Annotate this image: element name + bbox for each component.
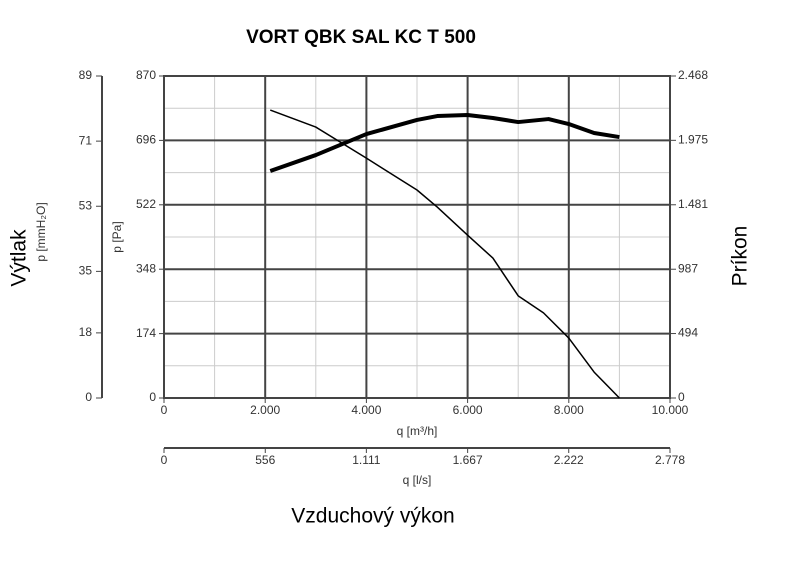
curve	[269, 113, 620, 173]
y-tick-label: 348	[136, 261, 156, 275]
chart-title: VORT QBK SAL KC T 500	[246, 27, 476, 48]
y-tick-label: 522	[136, 197, 156, 211]
x2-tick-label: 556	[255, 453, 275, 467]
x-tick-label: 0	[161, 403, 168, 417]
x2-tick-label: 1.111	[352, 453, 381, 467]
x-tick-label: 8.000	[554, 403, 584, 417]
x2-tick-label: 0	[161, 453, 168, 467]
y2-tick-label: 987	[678, 261, 698, 275]
y2-tick-label: 2.468	[678, 68, 708, 82]
x-tick-label: 2.000	[250, 403, 280, 417]
y2-tick-label: 1.975	[678, 132, 708, 146]
x2-tick-label: 1.667	[453, 453, 483, 467]
y-tick-label: 0	[149, 390, 156, 404]
plot-frame	[163, 75, 671, 399]
curve	[269, 109, 620, 399]
y2-tick-label: 494	[678, 326, 698, 340]
y3-tick-label: 18	[79, 325, 93, 339]
y-tick-label: 174	[136, 326, 156, 340]
x-tick-label: 6.000	[453, 403, 483, 417]
y2-tick-label: 0	[678, 390, 685, 404]
y3-tick-label: 71	[79, 133, 93, 147]
x-tick-label: 4.000	[351, 403, 381, 417]
y-caption: Výtlak	[8, 229, 31, 287]
y2-tick-label: 1.481	[678, 197, 708, 211]
y-tick-label: 870	[136, 68, 156, 82]
x-label: q [m³/h]	[397, 424, 438, 438]
y3-tick-label: 89	[79, 68, 93, 82]
x2-tick-label: 2.778	[655, 453, 685, 467]
x2-tick-label: 2.222	[554, 453, 584, 467]
y-label: p [Pa]	[110, 221, 124, 252]
y3-label: p [mmH₂O]	[34, 202, 48, 261]
x-tick-label: 10.000	[652, 403, 689, 417]
y2-label: Príkon	[729, 226, 752, 287]
y3-tick-label: 53	[79, 198, 93, 212]
x2-label: q [l/s]	[403, 473, 432, 487]
y3-tick-label: 35	[79, 264, 93, 278]
x-caption: Vzduchový výkon	[291, 505, 454, 528]
y-tick-label: 696	[136, 133, 156, 147]
y3-tick-label: 0	[85, 390, 92, 404]
